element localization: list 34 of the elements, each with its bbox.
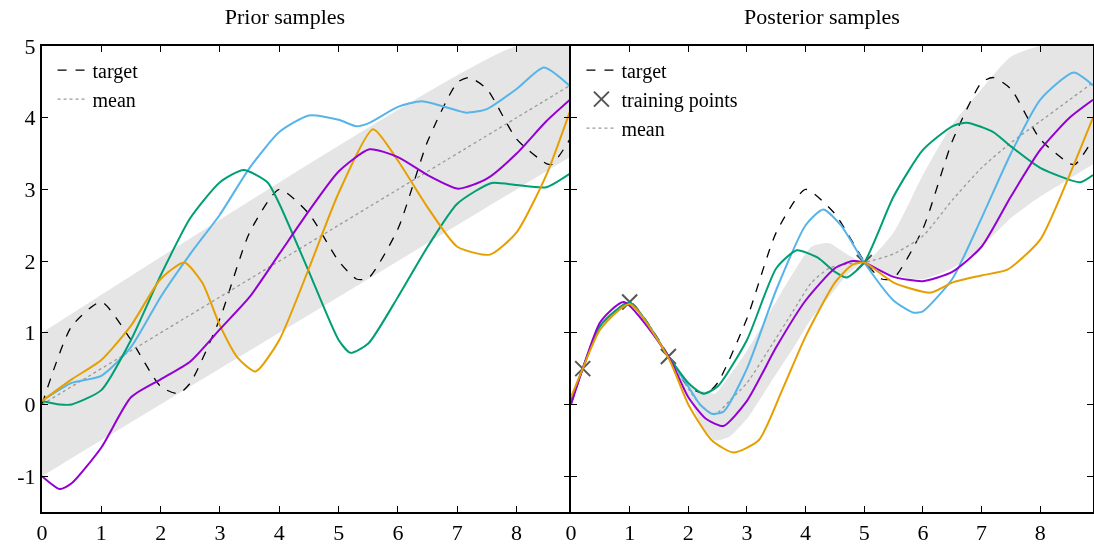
x-tick-label: 8 bbox=[1034, 520, 1046, 546]
y-tick-label: 3 bbox=[24, 177, 36, 203]
legend-label: target bbox=[621, 59, 668, 83]
x-tick-label: 4 bbox=[800, 520, 812, 546]
x-tick-label: 3 bbox=[214, 520, 226, 546]
y-tick-label: 2 bbox=[24, 248, 36, 274]
x-tick-label: 5 bbox=[858, 520, 870, 546]
x-tick-label: 6 bbox=[917, 520, 929, 546]
y-tick-label: 0 bbox=[24, 392, 36, 418]
x-tick-label: 3 bbox=[741, 520, 753, 546]
line-series bbox=[42, 169, 570, 406]
x-tick-label: 1 bbox=[624, 520, 636, 546]
x-tick-label: 2 bbox=[155, 520, 167, 546]
legend-label: mean bbox=[621, 117, 665, 140]
legend-label: target bbox=[92, 59, 139, 83]
x-tick-label: 7 bbox=[451, 520, 463, 546]
x-tick-label: 7 bbox=[976, 520, 988, 546]
y-tick-label: 5 bbox=[24, 33, 36, 59]
x-tick-label: 0 bbox=[565, 520, 577, 546]
x-tick-label: 6 bbox=[392, 520, 404, 546]
point bbox=[574, 360, 592, 378]
chart-title: Posterior samples bbox=[744, 3, 900, 29]
point bbox=[659, 347, 677, 365]
y-tick-label: -1 bbox=[17, 463, 36, 489]
y-tick-label: 4 bbox=[24, 105, 36, 131]
x-tick-label: 4 bbox=[273, 520, 285, 546]
x-tick-label: 8 bbox=[511, 520, 523, 546]
x-tick-label: 1 bbox=[95, 520, 107, 546]
legend-label: training points bbox=[621, 88, 738, 112]
x-tick-label: 5 bbox=[333, 520, 345, 546]
y-tick-label: 1 bbox=[24, 320, 36, 346]
legend-label: mean bbox=[92, 88, 136, 111]
x-tick-label: 2 bbox=[682, 520, 694, 546]
chart-title: Prior samples bbox=[224, 3, 346, 29]
